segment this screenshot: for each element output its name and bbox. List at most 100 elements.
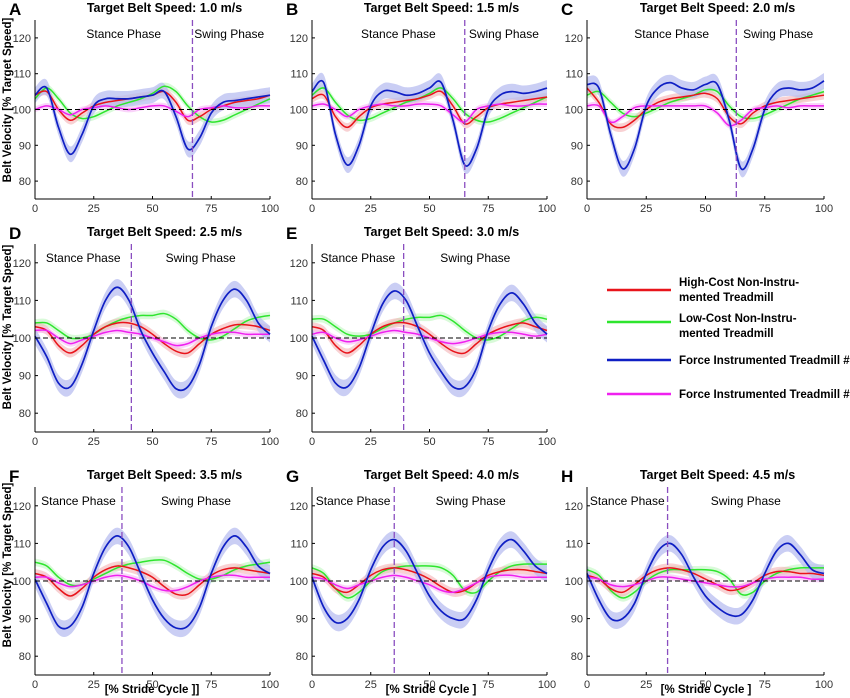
series-line-fit2-a <box>34 104 271 118</box>
x-axis-label-left: [% Stride Cycle ]] <box>105 684 200 696</box>
x-tick-label: 25 <box>365 203 377 215</box>
y-tick-label: 120 <box>13 501 31 513</box>
swing-phase-label-g: Swing Phase <box>436 494 506 508</box>
x-tick-label: 100 <box>538 203 556 215</box>
x-tick-label: 0 <box>584 679 590 691</box>
series-line-fit1-a <box>34 85 271 156</box>
x-tick-label: 25 <box>88 436 100 448</box>
panel-h: 80 90 100 110 120 0 25 50 75 100 H Target Belt Spee… <box>561 467 833 691</box>
panel-letter-g: G <box>286 467 299 486</box>
y-tick-label: 110 <box>290 69 308 81</box>
series-line-fit1-g <box>311 538 548 624</box>
series-line-fit1-e <box>311 290 548 390</box>
y-tick-label: 120 <box>13 258 31 270</box>
x-tick-label: 75 <box>759 679 771 691</box>
band-fit1-e <box>312 282 547 398</box>
y-tick-label: 80 <box>296 408 308 420</box>
panel-letter-a: A <box>9 0 21 19</box>
y-tick-label: 90 <box>19 140 31 152</box>
panel-title-b: Target Belt Speed: 1.5 m/s <box>364 1 519 15</box>
x-tick-label: 50 <box>699 679 711 691</box>
y-tick-label: 80 <box>571 176 583 188</box>
series-line-fit2-f <box>34 574 270 592</box>
y-tick-label: 80 <box>19 176 31 188</box>
panel-b: 80 90 100 110 120 0 25 50 75 100 B Target Belt Spee… <box>286 0 556 215</box>
x-tick-label: 0 <box>309 203 315 215</box>
legend-label-fit2: Force Instrumented Treadmill #2 <box>679 389 850 401</box>
stance-phase-label-h: Stance Phase <box>590 494 665 508</box>
stance-phase-label-e: Stance Phase <box>320 251 395 265</box>
y-tick-label: 90 <box>19 371 31 383</box>
series-line-high-cost-c <box>586 87 825 129</box>
panel-letter-f: F <box>9 467 19 486</box>
x-axis-label-middle: [% Stride Cycle ] <box>386 684 477 696</box>
band-fit1-g <box>312 531 547 632</box>
x-tick-label: 50 <box>699 203 711 215</box>
y-tick-label: 90 <box>571 140 583 152</box>
x-tick-label: 25 <box>365 436 377 448</box>
swing-phase-label-f: Swing Phase <box>161 494 231 508</box>
x-tick-label: 0 <box>309 436 315 448</box>
series-line-fit1-h <box>586 542 825 622</box>
y-tick-label: 80 <box>571 651 583 663</box>
band-low-cost-b <box>312 84 547 126</box>
panel-c: 80 90 100 110 120 0 25 50 75 100 C Target Belt Spee… <box>561 0 833 215</box>
series-line-low-cost-d <box>34 312 271 341</box>
y-tick-label: 100 <box>13 333 31 345</box>
x-tick-label: 50 <box>423 203 435 215</box>
x-tick-label: 75 <box>205 203 217 215</box>
x-tick-label: 25 <box>88 679 100 691</box>
series-line-high-cost-e <box>311 321 548 355</box>
x-tick-label: 25 <box>640 203 652 215</box>
y-tick-label: 90 <box>19 614 31 626</box>
x-tick-label: 25 <box>88 203 100 215</box>
panel-letter-d: D <box>9 224 21 243</box>
swing-phase-label-a: Swing Phase <box>194 27 264 41</box>
swing-phase-label-b: Swing Phase <box>469 27 539 41</box>
series-line-fit1-b <box>311 79 548 167</box>
x-tick-label: 0 <box>32 679 38 691</box>
stance-phase-label-a: Stance Phase <box>86 27 161 41</box>
panel-title-h: Target Belt Speed: 4.5 m/s <box>640 468 795 482</box>
y-tick-label: 120 <box>290 501 308 513</box>
y-tick-label: 100 <box>13 576 31 588</box>
x-tick-label: 50 <box>146 203 158 215</box>
stance-phase-label-c: Stance Phase <box>634 27 709 41</box>
panel-title-a: Target Belt Speed: 1.0 m/s <box>87 1 242 15</box>
series-line-fit2-b <box>311 103 548 123</box>
y-tick-label: 120 <box>290 33 308 45</box>
series-line-fit1-d <box>34 286 271 392</box>
series-line-high-cost-g <box>311 567 548 594</box>
panels-layer: 80 90 100 110 120 0 25 50 75 100 A Target Belt Spee… <box>9 0 833 691</box>
x-tick-label: 0 <box>32 436 38 448</box>
panel-f: 80 90 100 110 120 0 25 50 75 100 F Target Belt Spee… <box>9 467 279 691</box>
legend-label-high-cost-line2: mented Treadmill <box>679 292 774 304</box>
stance-phase-label-b: Stance Phase <box>361 27 436 41</box>
band-low-cost-a <box>35 82 270 126</box>
y-tick-label: 90 <box>296 140 308 152</box>
swing-phase-label-e: Swing Phase <box>440 251 510 265</box>
y-tick-label: 80 <box>296 176 308 188</box>
y-tick-label: 100 <box>565 576 583 588</box>
series-line-low-cost-b <box>311 87 548 123</box>
swing-phase-label-c: Swing Phase <box>743 27 813 41</box>
x-tick-label: 0 <box>32 203 38 215</box>
x-tick-label: 50 <box>423 679 435 691</box>
legend-label-high-cost-line1: High-Cost Non-Instru- <box>679 277 799 289</box>
y-tick-label: 100 <box>565 105 583 117</box>
panel-letter-c: C <box>561 0 573 19</box>
x-tick-label: 25 <box>365 679 377 691</box>
band-fit1-b <box>312 72 547 174</box>
y-axis-label-top: Belt Velocity [% Target Speed] <box>2 18 14 183</box>
x-tick-label: 50 <box>146 679 158 691</box>
series-line-low-cost-h <box>586 566 824 599</box>
y-tick-label: 120 <box>290 258 308 270</box>
x-tick-label: 75 <box>482 436 494 448</box>
series-line-low-cost-g <box>311 563 547 599</box>
swing-phase-label-d: Swing Phase <box>166 251 236 265</box>
panel-d: 80 90 100 110 120 0 25 50 75 100 D Target Belt Spee… <box>9 224 279 448</box>
y-tick-label: 110 <box>13 538 31 550</box>
series-line-low-cost-e <box>311 314 548 341</box>
series-line-fit2-e <box>311 329 548 345</box>
series-line-fit1-c <box>586 80 825 171</box>
